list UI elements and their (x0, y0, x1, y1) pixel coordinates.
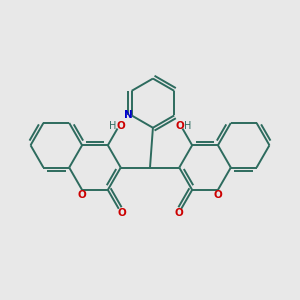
Text: O: O (175, 121, 184, 131)
Text: H: H (109, 121, 116, 131)
Text: O: O (117, 208, 126, 218)
Text: H: H (184, 121, 191, 131)
Text: O: O (116, 121, 125, 131)
Text: O: O (174, 208, 183, 218)
Text: O: O (78, 190, 86, 200)
Text: O: O (214, 190, 222, 200)
Text: N: N (124, 110, 133, 121)
